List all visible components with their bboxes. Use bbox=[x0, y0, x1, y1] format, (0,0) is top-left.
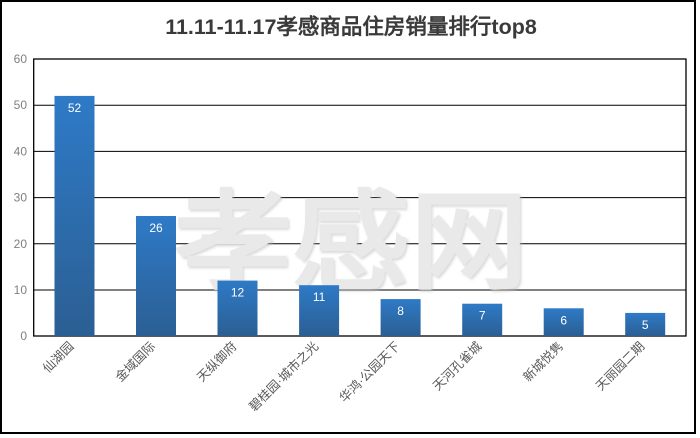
svg-text:5: 5 bbox=[642, 318, 649, 332]
svg-text:0: 0 bbox=[20, 329, 27, 343]
svg-text:10: 10 bbox=[14, 283, 28, 297]
svg-text:26: 26 bbox=[149, 221, 163, 235]
svg-text:8: 8 bbox=[397, 304, 404, 318]
svg-text:30: 30 bbox=[14, 191, 28, 205]
svg-text:40: 40 bbox=[14, 144, 28, 158]
svg-text:新城悦隽: 新城悦隽 bbox=[520, 339, 566, 385]
svg-text:华鸿·公园天下: 华鸿·公园天下 bbox=[336, 339, 403, 406]
svg-text:7: 7 bbox=[479, 309, 486, 323]
svg-text:仙湖园: 仙湖园 bbox=[39, 339, 76, 376]
svg-text:金域国际: 金域国际 bbox=[112, 339, 158, 385]
svg-text:52: 52 bbox=[68, 101, 82, 115]
svg-text:6: 6 bbox=[560, 313, 567, 327]
svg-text:天河孔雀城: 天河孔雀城 bbox=[430, 339, 484, 393]
svg-text:20: 20 bbox=[14, 237, 28, 251]
svg-text:碧桂园·城市之光: 碧桂园·城市之光 bbox=[246, 339, 321, 414]
svg-text:天丽园二期: 天丽园二期 bbox=[593, 339, 647, 393]
svg-text:12: 12 bbox=[231, 286, 245, 300]
svg-text:天纵御府: 天纵御府 bbox=[194, 339, 240, 385]
svg-text:11: 11 bbox=[313, 290, 326, 304]
svg-text:50: 50 bbox=[14, 98, 28, 112]
svg-text:60: 60 bbox=[14, 52, 28, 66]
